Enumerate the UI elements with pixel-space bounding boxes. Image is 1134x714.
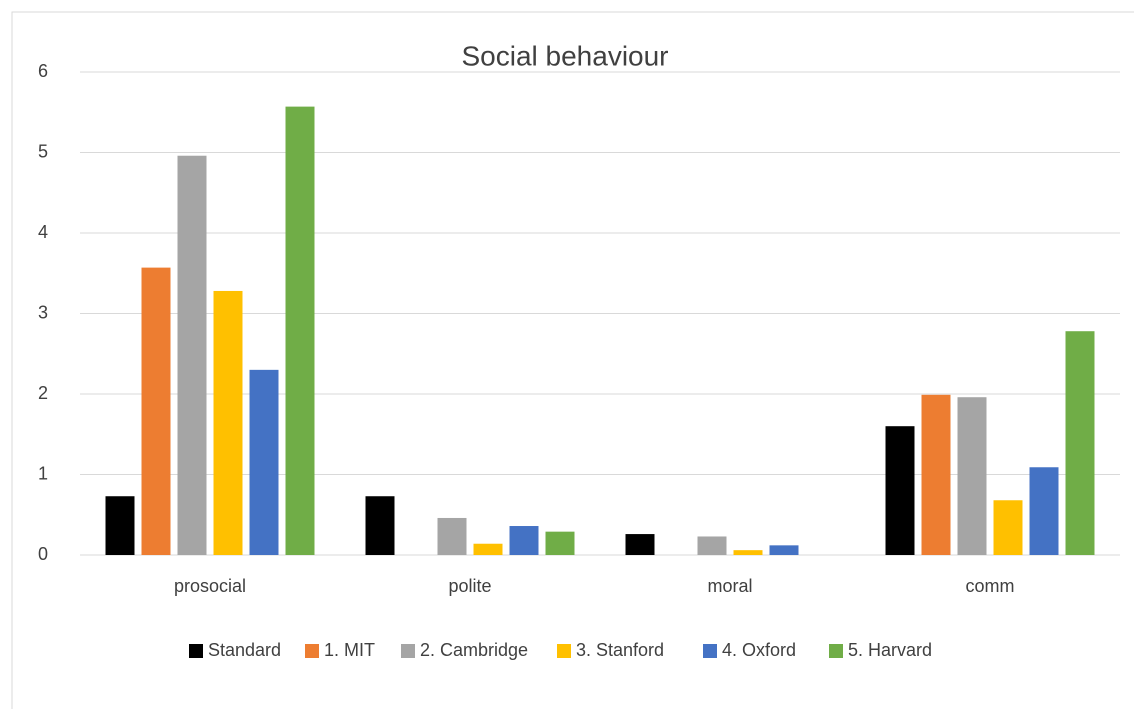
bar — [957, 397, 987, 555]
y-tick-label: 4 — [38, 222, 48, 242]
legend-label: 5. Harvard — [848, 640, 932, 660]
legend-swatch — [829, 644, 843, 658]
bar — [177, 155, 207, 555]
bar — [885, 426, 915, 555]
bar — [993, 500, 1023, 555]
bar — [769, 545, 799, 555]
legend-swatch — [189, 644, 203, 658]
x-tick-label: polite — [448, 576, 491, 596]
legend-swatch — [703, 644, 717, 658]
bar — [249, 369, 279, 555]
bar — [545, 531, 575, 555]
legend-label: 3. Stanford — [576, 640, 664, 660]
bar — [733, 550, 763, 555]
legend-swatch — [557, 644, 571, 658]
legend-label: 2. Cambridge — [420, 640, 528, 660]
y-tick-label: 5 — [38, 141, 48, 161]
bar — [141, 267, 171, 555]
bar — [625, 534, 655, 555]
bar — [437, 517, 467, 555]
legend-swatch — [401, 644, 415, 658]
y-tick-label: 6 — [38, 61, 48, 81]
legend-label: 1. MIT — [324, 640, 375, 660]
bar — [105, 496, 135, 555]
bar — [285, 106, 315, 556]
y-tick-label: 1 — [38, 463, 48, 483]
legend-label: Standard — [208, 640, 281, 660]
bar — [365, 496, 395, 555]
y-tick-label: 3 — [38, 302, 48, 322]
bar — [1029, 467, 1059, 555]
chart-title: Social behaviour — [461, 40, 668, 71]
bar — [509, 526, 539, 555]
bar — [1065, 331, 1095, 555]
legend-label: 4. Oxford — [722, 640, 796, 660]
bar — [473, 543, 503, 555]
y-tick-label: 0 — [38, 544, 48, 564]
x-tick-label: moral — [707, 576, 752, 596]
bar — [697, 536, 727, 555]
legend-swatch — [305, 644, 319, 658]
x-tick-label: comm — [966, 576, 1015, 596]
y-tick-label: 2 — [38, 383, 48, 403]
bar — [213, 290, 243, 555]
x-tick-label: prosocial — [174, 576, 246, 596]
bar — [921, 394, 951, 555]
